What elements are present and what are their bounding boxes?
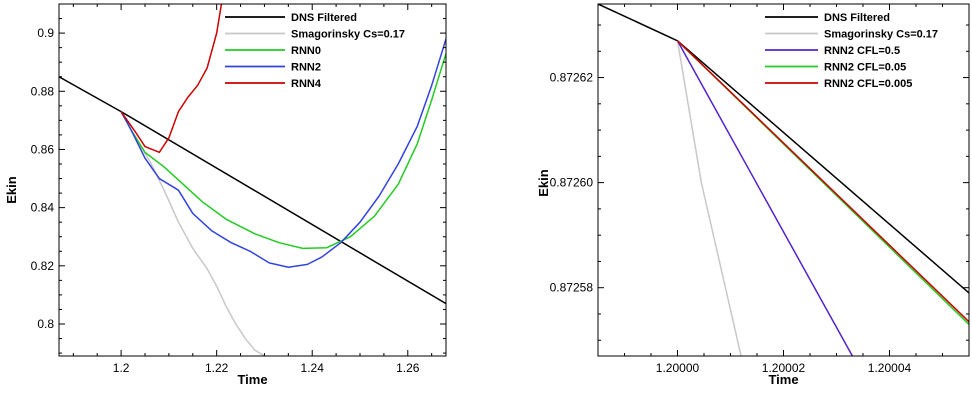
y-tick-label: 0.84 <box>31 201 55 215</box>
series-line-rnn2-cfl-0-5 <box>676 40 854 356</box>
y-axis-title: Ekin <box>4 176 19 204</box>
legend-label: Smagorinsky Cs=0.17 <box>824 29 938 41</box>
legend-label: RNN2 CFL=0.5 <box>824 45 900 57</box>
x-axis-title: Time <box>768 372 798 387</box>
legend: DNS Filtered Smagorinsky Cs=0.17 RNN0 RNN2 R… <box>225 12 405 90</box>
left-chart-panel: 1.2 1.22 1.24 1.26 0.8 0.82 0.84 0.86 0.88 0.9 Tim… <box>4 3 447 387</box>
series-line-dns-filtered <box>598 4 969 294</box>
y-tick-label: 0.87260 <box>550 176 594 190</box>
x-tick-label: 1.20002 <box>762 361 806 375</box>
legend: DNS Filtered Smagorinsky Cs=0.17 RNN2 CFL=… <box>765 12 938 90</box>
series-line-rnn2-cfl-0-005 <box>676 40 969 323</box>
y-tick-label: 0.88 <box>31 84 55 98</box>
x-tick-label: 1.26 <box>396 361 420 375</box>
series-line-rnn4 <box>120 4 223 154</box>
series-line-rnn2 <box>120 38 446 269</box>
y-tick-label: 0.8 <box>37 317 54 331</box>
y-tick-label: 0.87262 <box>550 71 594 85</box>
legend-label: DNS Filtered <box>291 12 357 24</box>
legend-label: RNN2 CFL=0.05 <box>824 62 906 74</box>
legend-label: RNN0 <box>291 45 321 57</box>
series-line-smagorinsky-cs-0-17 <box>120 111 265 356</box>
series-group <box>59 4 446 356</box>
x-tick-label: 1.20000 <box>656 361 700 375</box>
plot-frame <box>58 3 447 357</box>
legend-label: RNN4 <box>291 78 322 90</box>
x-tick-label: 1.22 <box>205 361 229 375</box>
plot-frame <box>597 3 970 357</box>
series-line-rnn0 <box>120 53 446 250</box>
series-group <box>598 4 969 356</box>
series-line-dns-filtered <box>59 76 446 305</box>
legend-label: Smagorinsky Cs=0.17 <box>291 29 405 41</box>
x-axis-title: Time <box>237 372 267 387</box>
legend-label: DNS Filtered <box>824 12 890 24</box>
series-line-smagorinsky-cs-0-17 <box>676 40 742 356</box>
y-tick-label: 0.86 <box>31 142 55 156</box>
y-axis-title: Ekin <box>536 169 551 197</box>
x-tick-label: 1.20004 <box>868 361 912 375</box>
legend-label: RNN2 CFL=0.005 <box>824 78 912 90</box>
x-tick-label: 1.2 <box>113 361 130 375</box>
x-tick-label: 1.24 <box>301 361 325 375</box>
y-tick-label: 0.87258 <box>550 281 594 295</box>
right-chart-panel: 1.20000 1.20002 1.20004 0.87258 0.87260 0.872… <box>536 3 970 387</box>
y-tick-label: 0.9 <box>37 26 54 40</box>
legend-label: RNN2 <box>291 62 321 74</box>
y-tick-label: 0.82 <box>31 259 55 273</box>
